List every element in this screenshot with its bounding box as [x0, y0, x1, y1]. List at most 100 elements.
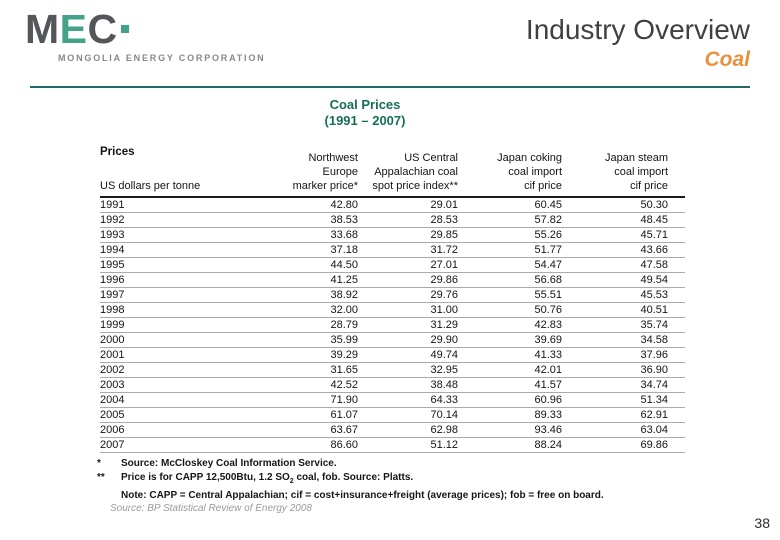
table-header: Prices US dollars per tonne Northwest Eu… [100, 146, 685, 197]
value-cell: 42.80 [330, 199, 358, 211]
mec-logo-letters: M E C [25, 6, 265, 52]
logo-subtitle: MONGOLIA ENERGY CORPORATION [58, 53, 266, 63]
value-cell: 62.91 [640, 409, 668, 421]
value-cell: 38.53 [330, 214, 358, 226]
table-row: 2007 86.60 51.12 88.24 69.86 [100, 438, 685, 453]
year-cell: 1994 [100, 244, 125, 256]
value-cell: 48.45 [640, 214, 668, 226]
value-cell: 41.33 [534, 349, 562, 361]
value-cell: 64.33 [430, 394, 458, 406]
value-cell: 32.95 [430, 364, 458, 376]
footnote-text-pre: Price is for CAPP 12,500Btu, 1.2 SO [121, 472, 290, 483]
table-row: 1997 38.92 29.76 55.51 45.53 [100, 288, 685, 303]
year-cell: 2004 [100, 394, 125, 406]
value-cell: 49.54 [640, 274, 668, 286]
col-header-japan-steam: Japan steam coal import cif price [605, 152, 668, 192]
value-cell: 42.83 [534, 319, 562, 331]
logo-letter-c: C [87, 6, 118, 52]
value-cell: 28.79 [330, 319, 358, 331]
value-cell: 32.00 [330, 304, 358, 316]
table-body: 1991 42.80 29.01 60.45 50.30 1992 38.53 … [100, 197, 685, 453]
value-cell: 42.01 [534, 364, 562, 376]
year-cell: 2007 [100, 439, 125, 451]
table-row: 2000 35.99 29.90 39.69 34.58 [100, 333, 685, 348]
value-cell: 36.90 [640, 364, 668, 376]
value-cell: 71.90 [330, 394, 358, 406]
table-row: 1996 41.25 29.86 56.68 49.54 [100, 273, 685, 288]
value-cell: 37.18 [330, 244, 358, 256]
value-cell: 31.72 [430, 244, 458, 256]
year-cell: 1995 [100, 259, 125, 271]
table-row: 2004 71.90 64.33 60.96 51.34 [100, 393, 685, 408]
prices-label: Prices [100, 146, 135, 158]
coal-prices-table: Prices US dollars per tonne Northwest Eu… [100, 146, 685, 453]
value-cell: 31.65 [330, 364, 358, 376]
table-row: 1998 32.00 31.00 50.76 40.51 [100, 303, 685, 318]
value-cell: 33.68 [330, 229, 358, 241]
value-cell: 62.98 [430, 424, 458, 436]
value-cell: 70.14 [430, 409, 458, 421]
header-divider [30, 86, 750, 88]
value-cell: 57.82 [534, 214, 562, 226]
value-cell: 50.76 [534, 304, 562, 316]
value-cell: 31.00 [430, 304, 458, 316]
year-cell: 1992 [100, 214, 125, 226]
value-cell: 49.74 [430, 349, 458, 361]
value-cell: 29.85 [430, 229, 458, 241]
value-cell: 44.50 [330, 259, 358, 271]
table-row: 1994 37.18 31.72 51.77 43.66 [100, 243, 685, 258]
value-cell: 34.58 [640, 334, 668, 346]
mec-logo: M E C MONGOLIA ENERGY CORPORATION [25, 6, 265, 63]
value-cell: 93.46 [534, 424, 562, 436]
value-cell: 88.24 [534, 439, 562, 451]
value-cell: 51.12 [430, 439, 458, 451]
note-text: CAPP = Central Appalachian; cif = cost+i… [146, 490, 604, 501]
value-cell: 63.67 [330, 424, 358, 436]
value-cell: 55.26 [534, 229, 562, 241]
value-cell: 51.34 [640, 394, 668, 406]
value-cell: 35.99 [330, 334, 358, 346]
year-cell: 1997 [100, 289, 125, 301]
year-cell: 1993 [100, 229, 125, 241]
so2-subscript: 2 [289, 478, 294, 485]
footnotes: * Source: McCloskey Coal Information Ser… [97, 457, 604, 503]
footnote-mccloskey: * Source: McCloskey Coal Information Ser… [97, 457, 604, 471]
footnote-text-post: coal, fob. Source: Platts. [293, 472, 414, 483]
logo-dot-icon [120, 25, 129, 33]
year-cell: 2003 [100, 379, 125, 391]
value-cell: 39.69 [534, 334, 562, 346]
value-cell: 41.57 [534, 379, 562, 391]
value-cell: 27.01 [430, 259, 458, 271]
value-cell: 45.71 [640, 229, 668, 241]
table-row: 2005 61.07 70.14 89.33 62.91 [100, 408, 685, 423]
logo-letter-m: M [25, 6, 60, 52]
value-cell: 29.76 [430, 289, 458, 301]
value-cell: 61.07 [330, 409, 358, 421]
value-cell: 29.86 [430, 274, 458, 286]
footnote-text: Price is for CAPP 12,500Btu, 1.2 SO2 coa… [121, 471, 413, 489]
year-cell: 1996 [100, 274, 125, 286]
value-cell: 41.25 [330, 274, 358, 286]
year-cell: 1991 [100, 199, 125, 211]
footnote-text: Note: CAPP = Central Appalachian; cif = … [121, 489, 604, 503]
table-row: 2006 63.67 62.98 93.46 63.04 [100, 423, 685, 438]
value-cell: 55.51 [534, 289, 562, 301]
year-cell: 2006 [100, 424, 125, 436]
year-cell: 2005 [100, 409, 125, 421]
value-cell: 28.53 [430, 214, 458, 226]
value-cell: 34.74 [640, 379, 668, 391]
table-row: 2001 39.29 49.74 41.33 37.96 [100, 348, 685, 363]
value-cell: 31.29 [430, 319, 458, 331]
value-cell: 47.58 [640, 259, 668, 271]
table-row: 2002 31.65 32.95 42.01 36.90 [100, 363, 685, 378]
table-row: 2003 42.52 38.48 41.57 34.74 [100, 378, 685, 393]
table-title-years: (1991 – 2007) [324, 113, 406, 128]
page-title: Industry Overview [525, 14, 750, 45]
value-cell: 37.96 [640, 349, 668, 361]
year-cell: 2001 [100, 349, 125, 361]
units-label: US dollars per tonne [100, 180, 201, 192]
value-cell: 86.60 [330, 439, 358, 451]
table-row: 1995 44.50 27.01 54.47 47.58 [100, 258, 685, 273]
table-row: 1999 28.79 31.29 42.83 35.74 [100, 318, 685, 333]
